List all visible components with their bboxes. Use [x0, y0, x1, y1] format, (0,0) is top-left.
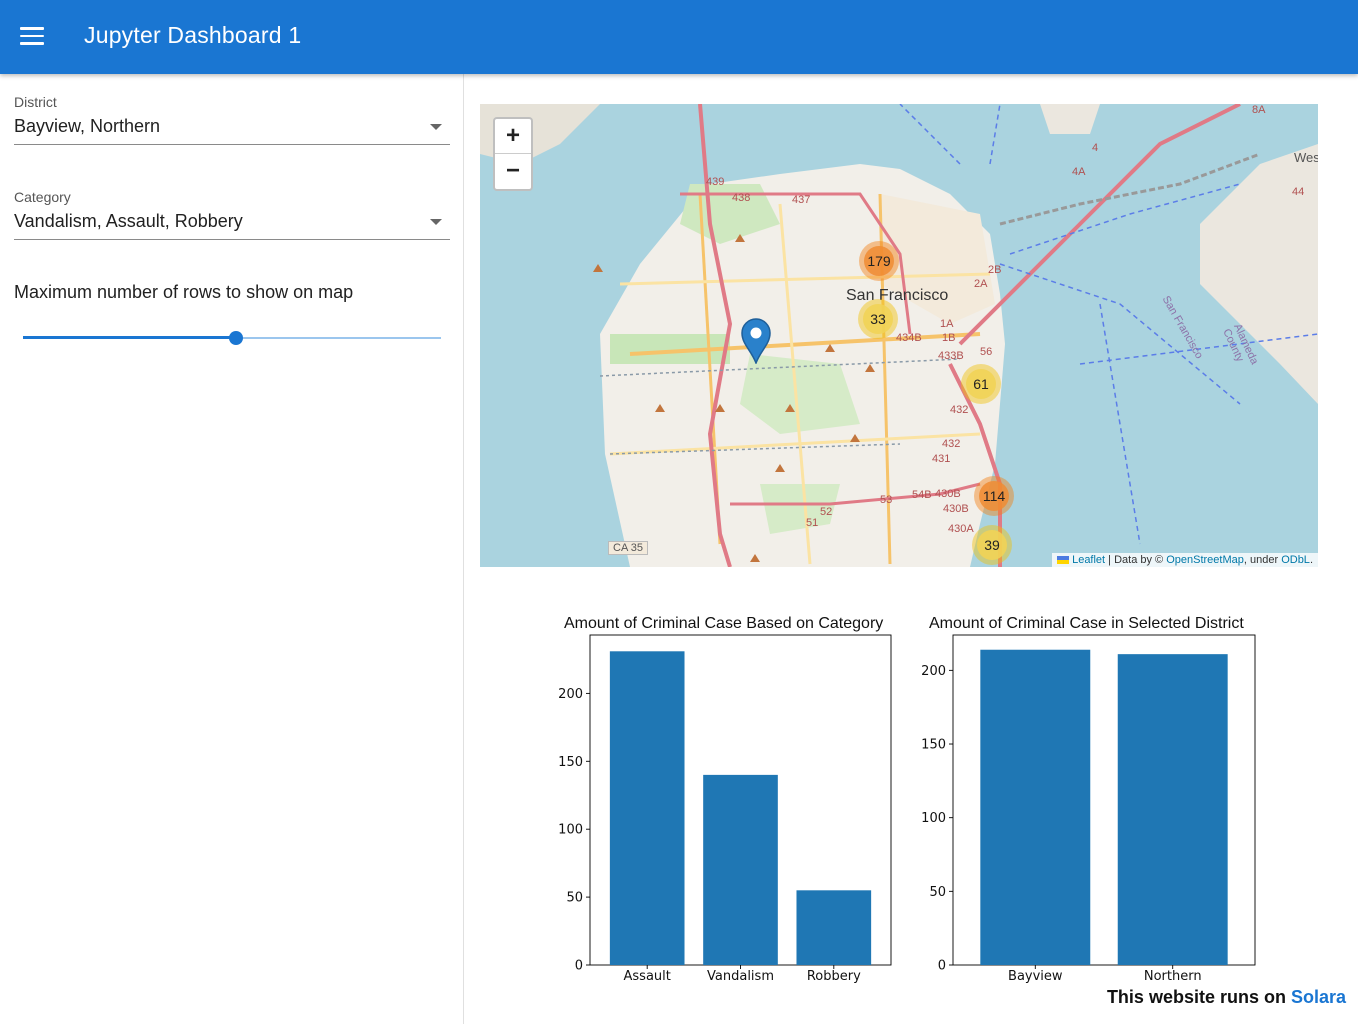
chart-category: 0 50 100 150 200 Assault Vandalism Robbery — [558, 634, 892, 984]
bar — [980, 649, 1091, 965]
bar — [703, 774, 778, 965]
road-label: 434B — [896, 332, 922, 344]
powered-by-note: This website runs on Solara — [1107, 987, 1346, 1008]
district-label: District — [14, 94, 57, 110]
y-tick-label: 50 — [929, 885, 946, 900]
x-tick-label: Northern — [1144, 969, 1202, 984]
zoom-control: + − — [493, 117, 533, 191]
slider-track-fill — [23, 336, 237, 339]
cluster-count: 61 — [973, 376, 989, 392]
chart-district-title: Amount of Criminal Case in Selected Dist… — [929, 615, 1244, 632]
attribution-separator: | Data by © — [1105, 554, 1167, 566]
road-label: 430B — [935, 488, 961, 500]
road-label: 56 — [980, 346, 993, 358]
marker-cluster[interactable]: 114 — [974, 476, 1014, 516]
x-tick-label: Robbery — [807, 969, 861, 984]
district-select[interactable]: District Bayview, Northern — [14, 94, 450, 145]
y-tick-label: 0 — [575, 959, 583, 974]
cluster-count: 39 — [984, 537, 1000, 553]
road-label: 2A — [974, 278, 988, 290]
marker-cluster[interactable]: 33 — [858, 299, 898, 339]
road-label: CA 35 — [608, 541, 648, 555]
y-tick-label: 150 — [558, 755, 583, 770]
category-select[interactable]: Category Vandalism, Assault, Robbery — [14, 189, 450, 240]
bar — [609, 651, 685, 965]
road-label: 432 — [950, 404, 969, 416]
chevron-down-icon — [430, 124, 442, 130]
category-value: Vandalism, Assault, Robbery — [14, 211, 243, 231]
marker-cluster[interactable]: 61 — [961, 364, 1001, 404]
y-tick-label: 100 — [921, 811, 946, 826]
bar — [796, 890, 872, 965]
marker-cluster[interactable]: 179 — [859, 241, 899, 281]
road-label: 430A — [948, 523, 974, 535]
y-tick-label: 150 — [921, 738, 946, 753]
sidebar: District Bayview, Northern Category Vand… — [0, 74, 464, 1024]
app-title: Jupyter Dashboard 1 — [84, 22, 302, 48]
y-tick-label: 200 — [921, 664, 946, 679]
cluster-count: 179 — [867, 253, 891, 269]
cluster-count: 114 — [982, 488, 1006, 504]
max-rows-slider[interactable] — [23, 330, 441, 346]
road-label: 432 — [942, 438, 961, 450]
road-label: 431 — [932, 453, 951, 465]
attribution-under: , under — [1243, 554, 1282, 566]
chart-category-title: Amount of Criminal Case Based on Categor… — [564, 615, 884, 632]
city-label: San Francisco — [846, 287, 949, 304]
axes-frame — [952, 634, 1256, 966]
road-label: 438 — [732, 192, 751, 204]
leaflet-link[interactable]: Leaflet — [1072, 554, 1106, 566]
road-label: 52 — [820, 506, 833, 518]
slider-thumb[interactable] — [229, 331, 244, 345]
marker-cluster[interactable]: 39 — [972, 525, 1012, 565]
road-label: 4A — [1072, 166, 1086, 178]
chart-district: 0 50 100 150 200 Bayview Northern — [921, 634, 1256, 984]
map-base-tiles — [480, 104, 1318, 567]
odbl-link[interactable]: ODbL — [1281, 554, 1310, 566]
map-attribution: Leaflet | Data by © OpenStreetMap, under… — [1052, 553, 1318, 567]
road-label: 44 — [1292, 186, 1305, 198]
road-label: 439 — [706, 176, 725, 188]
y-tick-label: 50 — [566, 891, 583, 906]
zoom-out-button[interactable]: − — [505, 157, 520, 184]
crime-map[interactable]: 439 438 437 1A 1B 434B 433B 56 432 432 4… — [480, 104, 1318, 567]
ukraine-flag-icon — [1057, 556, 1070, 565]
solara-link[interactable]: Solara — [1290, 987, 1346, 1007]
x-tick-label: Bayview — [1008, 969, 1063, 984]
category-label: Category — [14, 189, 71, 205]
road-label: 4 — [1092, 142, 1099, 154]
hamburger-menu-icon[interactable] — [20, 27, 44, 47]
road-label: 54B — [912, 489, 932, 501]
y-tick-label: 200 — [558, 687, 583, 702]
road-label: 430B — [943, 503, 969, 515]
road-label: 433B — [938, 350, 964, 362]
max-rows-label: Maximum number of rows to show on map — [14, 282, 354, 302]
powered-by-text: This website runs on — [1106, 987, 1291, 1007]
bar — [1117, 654, 1228, 965]
y-tick-label: 0 — [938, 959, 946, 974]
app-bar: Jupyter Dashboard 1 — [0, 0, 1358, 74]
road-label: 8A — [1252, 104, 1266, 116]
map-pin-icon[interactable] — [741, 318, 771, 364]
road-label: 437 — [792, 194, 811, 206]
attribution-end: . — [1309, 554, 1313, 566]
cluster-count: 33 — [870, 311, 886, 327]
x-tick-label: Vandalism — [707, 969, 774, 984]
road-label: 1A — [940, 318, 954, 330]
road-label: 53 — [880, 494, 893, 506]
y-tick-label: 100 — [558, 823, 583, 838]
road-label: 2B — [988, 264, 1002, 276]
district-value: Bayview, Northern — [14, 116, 161, 136]
road-label: 1B — [942, 332, 956, 344]
x-tick-label: Assault — [624, 969, 671, 984]
place-label: Wes — [1294, 150, 1318, 165]
osm-link[interactable]: OpenStreetMap — [1166, 554, 1244, 566]
road-label: 51 — [806, 517, 819, 529]
zoom-in-button[interactable]: + — [495, 119, 531, 154]
chevron-down-icon — [430, 219, 442, 225]
